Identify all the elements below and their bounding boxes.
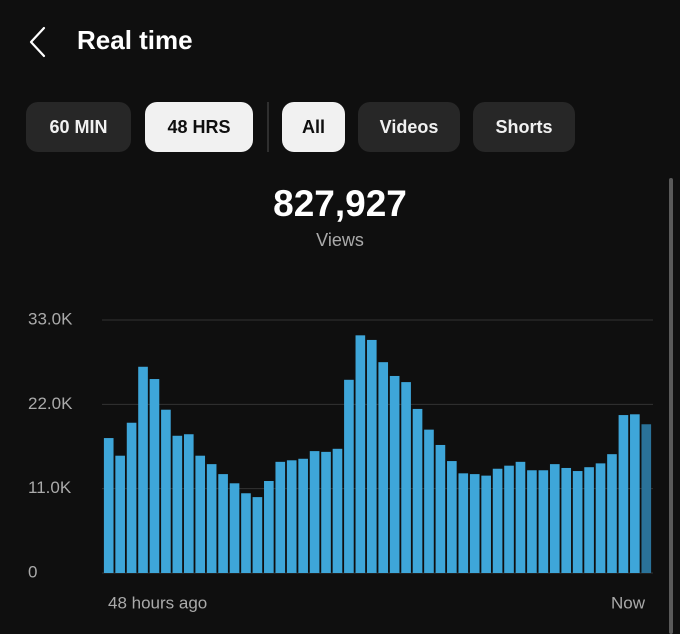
bar	[286, 460, 297, 573]
bar	[389, 375, 400, 573]
x-tick-label: 48 hours ago	[108, 593, 207, 612]
bar	[138, 366, 148, 573]
bar	[103, 438, 114, 573]
bar	[641, 424, 652, 573]
bar	[206, 464, 217, 573]
bar	[584, 467, 594, 573]
back-button[interactable]	[29, 26, 46, 58]
y-tick-label: 0	[28, 562, 37, 581]
bar	[252, 497, 263, 573]
scrollbar	[669, 178, 673, 634]
bar	[378, 362, 389, 573]
bar	[527, 470, 537, 573]
bar	[630, 414, 640, 573]
bar	[538, 470, 549, 573]
y-tick-label: 33.0K	[28, 309, 73, 328]
bar	[366, 339, 377, 573]
bar	[458, 473, 469, 573]
y-tick-label: 22.0K	[28, 394, 73, 413]
bar	[618, 415, 629, 573]
bar	[549, 464, 560, 573]
bar	[355, 335, 366, 573]
bar	[241, 493, 251, 573]
bar	[229, 483, 240, 573]
bar	[218, 474, 228, 573]
total-label: Views	[316, 230, 364, 250]
filter-chip-label[interactable]: Shorts	[495, 117, 552, 137]
bar	[447, 461, 457, 573]
page-title: Real time	[77, 25, 193, 55]
filter-chip-label[interactable]: Videos	[380, 117, 439, 137]
filter-chip[interactable]	[145, 102, 253, 152]
bar	[321, 451, 331, 573]
bar	[126, 422, 137, 573]
bar	[515, 461, 526, 573]
bar	[504, 465, 514, 573]
filter-chip[interactable]	[358, 102, 460, 152]
bar	[469, 474, 480, 573]
bar	[572, 471, 583, 573]
bar	[401, 382, 411, 573]
bar	[424, 429, 434, 573]
bar	[435, 444, 446, 573]
y-tick-label: 11.0K	[28, 478, 72, 497]
filter-chip-label[interactable]: 48 HRS	[167, 117, 230, 137]
bar	[481, 475, 491, 573]
bar	[264, 481, 274, 573]
bar	[607, 454, 617, 573]
bar	[195, 455, 206, 573]
bar	[344, 379, 354, 573]
bar	[595, 463, 606, 573]
bar	[183, 434, 194, 573]
bar	[275, 461, 286, 573]
bar	[172, 435, 183, 573]
filter-chip[interactable]	[26, 102, 131, 152]
bar	[149, 379, 160, 573]
total-views: 827,927	[273, 183, 407, 224]
bar	[161, 409, 171, 573]
bar	[332, 448, 343, 573]
bar	[561, 467, 572, 573]
bar	[492, 468, 503, 573]
filter-chip[interactable]	[282, 102, 345, 152]
filter-chip[interactable]	[473, 102, 575, 152]
bar	[115, 455, 125, 573]
filter-chip-label[interactable]: All	[302, 117, 325, 137]
bar	[412, 408, 423, 573]
x-tick-label: Now	[611, 593, 646, 612]
bar	[298, 458, 308, 573]
bar	[309, 451, 320, 573]
filter-chip-label[interactable]: 60 MIN	[49, 117, 107, 137]
